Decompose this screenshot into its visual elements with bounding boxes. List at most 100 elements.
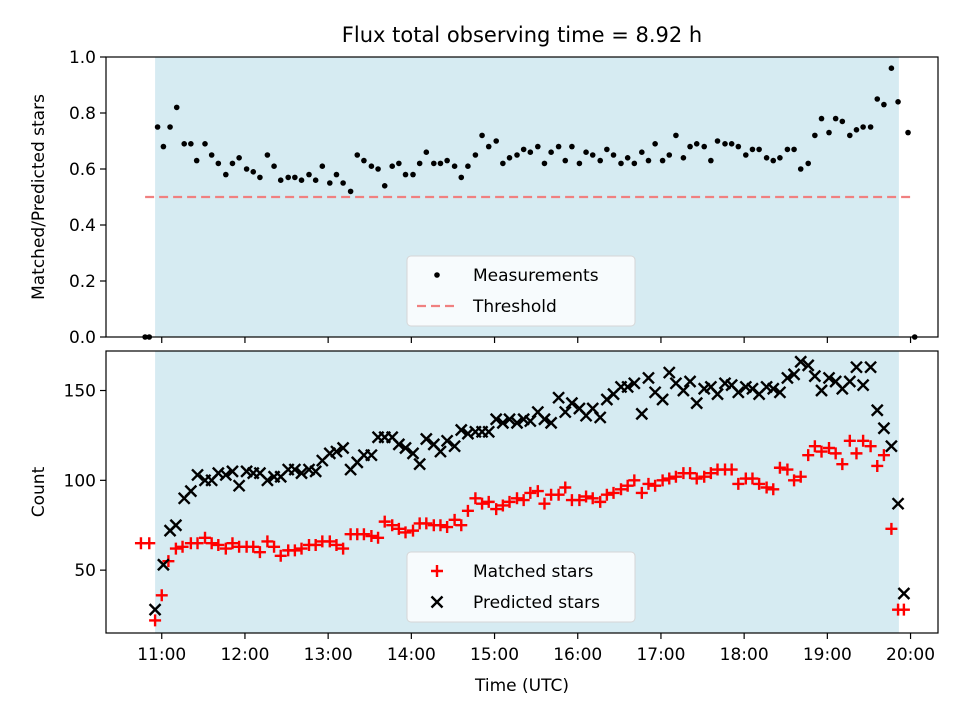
predicted-point [440,434,454,448]
matched-point [552,488,565,501]
x-tick-label: 11:00 [137,645,186,665]
measurement-point [597,157,604,164]
matched-point [337,542,350,555]
predicted-point [510,416,524,430]
x-tick-label: 14:00 [387,645,436,665]
measurement-point [451,163,458,169]
measurement-point [693,141,700,147]
measurement-point [826,129,832,136]
measurement-point [708,157,714,164]
predicted-point [336,441,350,455]
measurement-point [173,104,180,111]
measurement-point [895,99,901,105]
predicted-point [406,447,420,460]
matched-point [594,495,607,508]
x-tick-label: 17:00 [636,645,685,665]
measurement-point [618,160,624,167]
matched-point [877,449,890,462]
predicted-point [897,587,911,600]
measurement-point [659,157,666,164]
measurement-point [506,155,513,161]
predicted-point [891,497,905,511]
predicted-point [413,457,427,471]
y-tick-label: 150 [64,382,96,402]
matched-point [773,461,786,474]
predicted-point [454,423,468,437]
matched-point [580,490,593,503]
measurement-point [271,163,277,169]
measurement-point [396,160,402,167]
measurement-point [167,124,173,130]
matched-point [885,522,898,535]
legend-marker-measurements [434,272,440,278]
predicted-point [365,448,378,462]
matched-point [781,463,794,476]
matched-point [274,549,287,562]
matched-point [261,535,274,548]
matched-point [448,513,461,526]
measurement-point [458,174,465,181]
measurement-point [756,146,762,153]
measurement-point [631,160,638,167]
y-axis-label: Count [29,466,49,517]
measurement-point [354,152,361,158]
matched-point [704,467,717,480]
measurement-point [202,141,208,147]
matched-point [323,535,336,548]
predicted-point [843,375,857,388]
matched-point [247,540,260,553]
predicted-point [677,384,690,397]
measurement-point [485,143,492,150]
predicted-point [794,355,808,369]
predicted-point [642,371,655,385]
measurement-point [229,160,236,167]
legend: Measurements Threshold [406,255,636,327]
matched-point [143,537,156,550]
measurement-point [389,163,396,169]
matched-point [149,614,162,627]
measurement-point [604,146,610,153]
predicted-point [538,412,551,426]
measurement-point [340,180,346,186]
predicted-point [191,468,204,482]
measurement-point [728,141,735,147]
matched-point [496,499,509,512]
matched-point [407,524,420,537]
measurement-point [327,180,333,186]
matched-point [169,542,182,555]
measurement-point [306,171,312,178]
predicted-point [392,438,406,451]
matched-point [628,474,641,487]
predicted-point [448,439,461,453]
measurement-point [722,141,728,147]
measurement-point [375,166,381,172]
measurement-point [312,177,319,183]
measurement-point [770,157,777,164]
measurement-point [193,157,200,164]
matched-point [372,531,385,544]
bottom-panel: 50 100 150 11:00 12:00 13:00 14:00 15:00 16:00 17… [29,351,939,665]
predicted-point [683,375,697,388]
measurement-point [673,132,679,139]
measurement-point [860,124,866,130]
measurement-point [437,160,444,167]
y-axis-label: Matched/Predicted stars [29,94,49,300]
x-tick-label: 19:00 [803,645,852,665]
measurement-point [243,166,250,172]
matched-point [357,528,370,541]
matched-point [871,459,884,472]
measurement-point [791,146,797,153]
measurement-point [881,101,887,108]
measurement-point [763,155,770,161]
measurement-point [215,160,222,167]
predicted-point [711,387,724,401]
measurement-point [818,115,825,122]
predicted-point [503,412,516,426]
x-tick-label: 13:00 [304,645,353,665]
measurement-point [687,143,693,150]
y-tick-label: 50 [74,561,96,581]
matched-point [441,521,454,534]
measurement-point [465,163,471,169]
legend-label: Matched stars [473,562,593,582]
